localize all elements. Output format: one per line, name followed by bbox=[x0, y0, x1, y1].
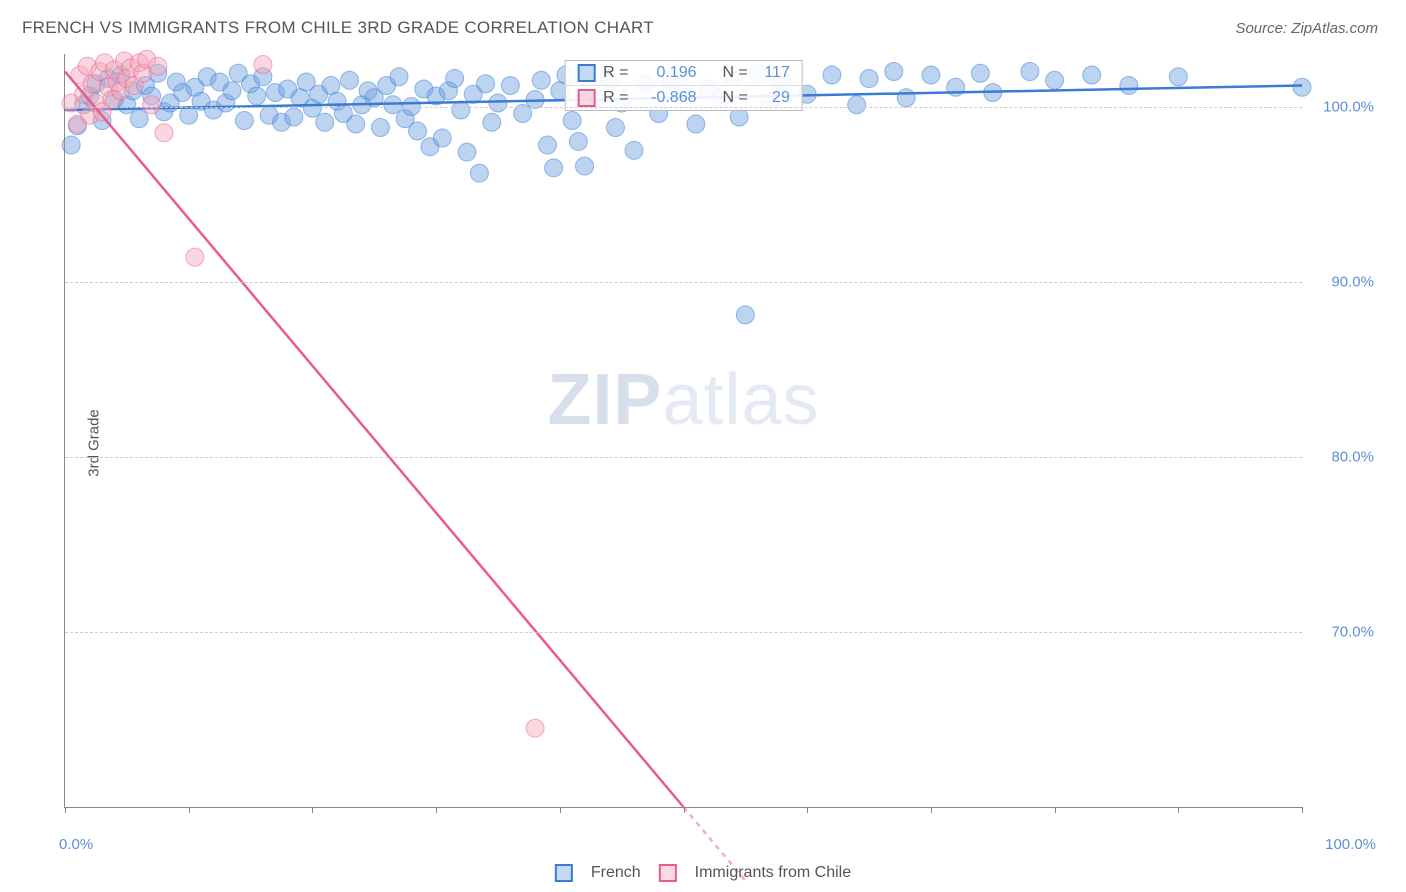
scatter-point bbox=[452, 101, 470, 119]
scatter-point bbox=[285, 108, 303, 126]
x-tick-mark bbox=[931, 807, 932, 813]
n-label: N = bbox=[723, 89, 748, 107]
scatter-point bbox=[489, 94, 507, 112]
scatter-point bbox=[736, 306, 754, 324]
scatter-point bbox=[823, 66, 841, 84]
scatter-point bbox=[155, 124, 173, 142]
scatter-point bbox=[687, 115, 705, 133]
chart-svg bbox=[65, 54, 1302, 807]
scatter-point bbox=[526, 719, 544, 737]
chart-title: FRENCH VS IMMIGRANTS FROM CHILE 3RD GRAD… bbox=[22, 18, 654, 38]
x-tick-mark bbox=[65, 807, 66, 813]
legend-swatch bbox=[659, 864, 677, 882]
y-tick-label: 100.0% bbox=[1323, 98, 1374, 115]
scatter-point bbox=[532, 71, 550, 89]
plot-container: 3rd Grade ZIPatlas R =0.196N =117R =-0.8… bbox=[46, 54, 1386, 832]
scatter-point bbox=[254, 56, 272, 74]
scatter-point bbox=[446, 70, 464, 88]
series-legend: French Immigrants from Chile bbox=[555, 864, 851, 882]
grid-line bbox=[65, 457, 1302, 458]
scatter-point bbox=[897, 89, 915, 107]
scatter-point bbox=[1293, 78, 1311, 96]
scatter-point bbox=[545, 159, 563, 177]
scatter-point bbox=[316, 113, 334, 131]
scatter-point bbox=[501, 77, 519, 95]
legend-label: Immigrants from Chile bbox=[695, 864, 851, 882]
scatter-point bbox=[433, 129, 451, 147]
n-label: N = bbox=[723, 64, 748, 82]
stats-legend: R = 0.196 N = 117 R = -0.868 N = 29 bbox=[564, 60, 803, 111]
scatter-point bbox=[1021, 63, 1039, 81]
scatter-point bbox=[860, 70, 878, 88]
scatter-point bbox=[180, 106, 198, 124]
scatter-point bbox=[149, 57, 167, 75]
scatter-point bbox=[576, 157, 594, 175]
x-tick-mark bbox=[1178, 807, 1179, 813]
scatter-point bbox=[248, 87, 266, 105]
x-tick-label: 0.0% bbox=[59, 836, 93, 853]
scatter-point bbox=[371, 119, 389, 137]
scatter-point bbox=[885, 63, 903, 81]
plot-area: ZIPatlas R =0.196N =117R =-0.868N =29 70… bbox=[64, 54, 1302, 808]
grid-line bbox=[65, 282, 1302, 283]
r-label: R = bbox=[603, 89, 628, 107]
y-tick-label: 80.0% bbox=[1331, 448, 1374, 465]
scatter-point bbox=[477, 75, 495, 93]
scatter-point bbox=[143, 96, 161, 114]
scatter-point bbox=[1083, 66, 1101, 84]
y-tick-label: 90.0% bbox=[1331, 273, 1374, 290]
x-tick-mark bbox=[1302, 807, 1303, 813]
legend-swatch bbox=[577, 89, 595, 107]
scatter-point bbox=[606, 119, 624, 137]
scatter-point bbox=[223, 82, 241, 100]
scatter-point bbox=[1046, 71, 1064, 89]
legend-swatch bbox=[577, 64, 595, 82]
x-tick-mark bbox=[1055, 807, 1056, 813]
y-tick-label: 70.0% bbox=[1331, 623, 1374, 640]
scatter-point bbox=[470, 164, 488, 182]
scatter-point bbox=[483, 113, 501, 131]
r-value: 0.196 bbox=[637, 64, 697, 82]
x-tick-mark bbox=[312, 807, 313, 813]
regression-line bbox=[65, 72, 684, 807]
scatter-point bbox=[538, 136, 556, 154]
x-tick-mark bbox=[560, 807, 561, 813]
n-value: 29 bbox=[756, 89, 790, 107]
n-value: 117 bbox=[756, 64, 790, 82]
stats-legend-row: R = 0.196 N = 117 bbox=[565, 61, 802, 85]
legend-swatch bbox=[555, 864, 573, 882]
scatter-point bbox=[341, 71, 359, 89]
scatter-point bbox=[848, 96, 866, 114]
scatter-point bbox=[62, 136, 80, 154]
scatter-point bbox=[347, 115, 365, 133]
scatter-point bbox=[186, 248, 204, 266]
scatter-point bbox=[1169, 68, 1187, 86]
x-tick-mark bbox=[436, 807, 437, 813]
grid-line bbox=[65, 632, 1302, 633]
scatter-point bbox=[922, 66, 940, 84]
scatter-point bbox=[235, 112, 253, 130]
r-value: -0.868 bbox=[637, 89, 697, 107]
scatter-point bbox=[971, 64, 989, 82]
source-attribution: Source: ZipAtlas.com bbox=[1235, 20, 1378, 37]
x-tick-label: 100.0% bbox=[1325, 836, 1376, 853]
x-tick-mark bbox=[807, 807, 808, 813]
scatter-point bbox=[409, 122, 427, 140]
scatter-point bbox=[569, 133, 587, 151]
scatter-point bbox=[563, 112, 581, 130]
scatter-point bbox=[390, 68, 408, 86]
scatter-point bbox=[625, 141, 643, 159]
scatter-point bbox=[130, 110, 148, 128]
scatter-point bbox=[1120, 77, 1138, 95]
grid-line bbox=[65, 107, 1302, 108]
x-tick-mark bbox=[189, 807, 190, 813]
x-tick-mark bbox=[684, 807, 685, 813]
r-label: R = bbox=[603, 64, 628, 82]
legend-label: French bbox=[591, 864, 641, 882]
scatter-point bbox=[458, 143, 476, 161]
